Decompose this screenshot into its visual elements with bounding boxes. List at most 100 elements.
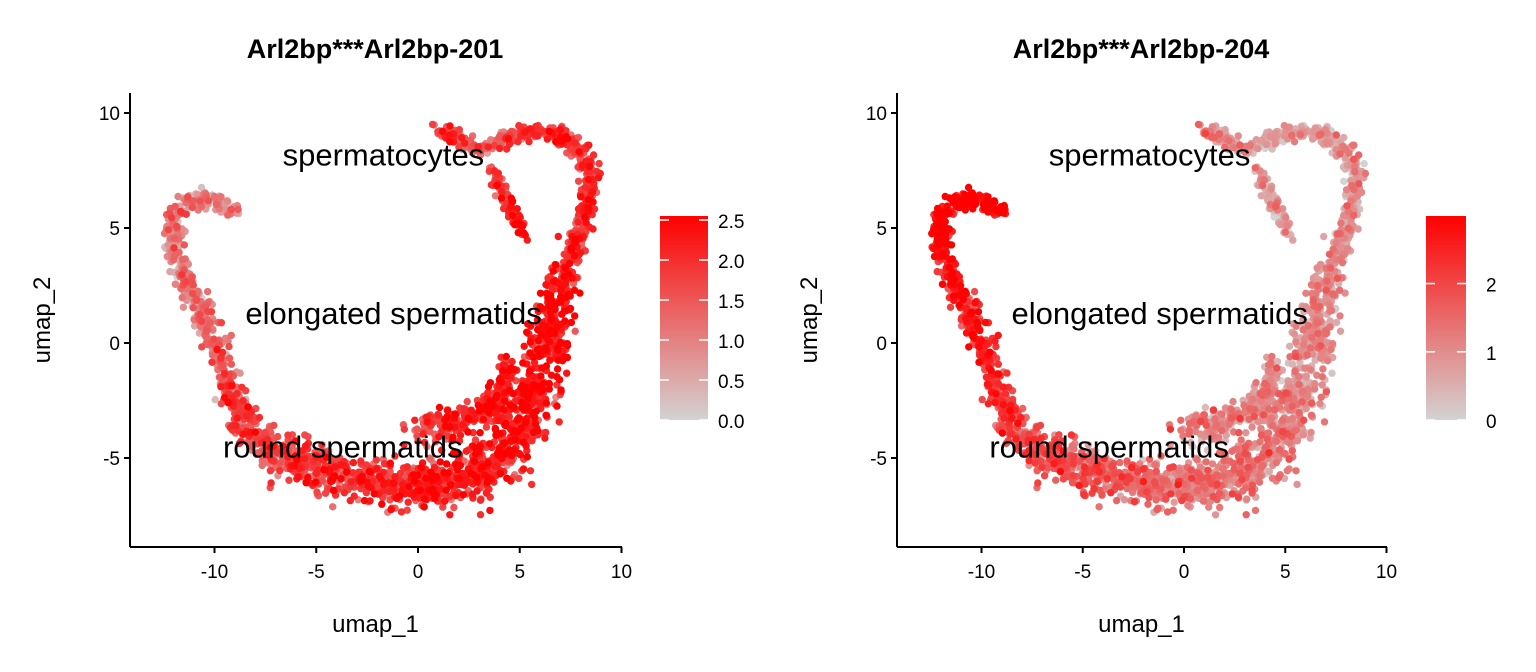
data-point	[1283, 221, 1291, 230]
data-point	[1317, 393, 1325, 401]
data-point	[1278, 416, 1287, 424]
data-point	[443, 413, 451, 421]
data-point	[482, 423, 491, 431]
data-point	[552, 261, 560, 269]
data-point	[491, 424, 499, 433]
data-point	[476, 511, 485, 519]
data-point	[520, 389, 528, 398]
data-point	[1014, 419, 1022, 427]
data-point	[549, 267, 557, 275]
data-point	[203, 287, 212, 296]
data-point	[536, 303, 544, 311]
data-point	[1242, 511, 1250, 519]
data-point	[1196, 417, 1205, 426]
data-point	[570, 139, 578, 147]
data-point	[192, 296, 201, 304]
data-point	[1080, 491, 1088, 499]
data-point	[470, 457, 479, 466]
data-point	[179, 303, 188, 311]
data-point	[446, 122, 454, 130]
data-point	[495, 133, 503, 141]
data-point	[1203, 446, 1212, 454]
data-point	[1336, 327, 1345, 335]
data-point	[227, 331, 235, 340]
data-point	[197, 183, 206, 192]
data-point	[971, 298, 979, 307]
data-point	[577, 193, 585, 201]
data-point	[178, 293, 186, 302]
data-point	[1118, 473, 1126, 481]
data-point	[552, 137, 560, 146]
data-point	[1323, 329, 1331, 337]
data-point	[426, 454, 434, 462]
data-point	[494, 416, 503, 425]
data-point	[1257, 192, 1265, 200]
data-point	[1237, 436, 1245, 444]
data-point	[1310, 385, 1319, 393]
data-point	[1273, 364, 1281, 372]
data-point	[1296, 131, 1305, 139]
data-point	[529, 373, 538, 381]
data-point	[213, 345, 221, 354]
data-point	[570, 286, 579, 294]
panel-1: Arl2bp***Arl2bp-201-10 -5 0 5 10-50510umap_1…	[29, 34, 744, 638]
data-point	[1286, 342, 1294, 350]
data-point	[1327, 306, 1336, 315]
data-point	[211, 194, 219, 202]
data-point	[975, 343, 983, 351]
data-point	[178, 255, 187, 264]
data-point	[380, 479, 389, 487]
data-point	[1248, 423, 1256, 431]
data-point	[413, 425, 421, 433]
data-point	[496, 470, 505, 478]
data-point	[467, 406, 475, 414]
data-point	[188, 289, 197, 298]
data-point	[349, 458, 358, 467]
data-point	[1292, 352, 1300, 361]
data-point	[1095, 467, 1104, 476]
data-point	[220, 369, 229, 378]
data-point	[532, 407, 540, 415]
data-point	[237, 438, 245, 446]
data-point	[224, 211, 232, 219]
data-point	[263, 435, 272, 444]
data-point	[266, 443, 274, 451]
data-point	[357, 457, 365, 465]
data-point	[534, 337, 543, 345]
data-point	[389, 479, 398, 487]
data-point	[523, 453, 531, 461]
data-point	[1228, 447, 1236, 455]
data-point	[542, 281, 550, 289]
data-points	[160, 120, 604, 519]
data-point	[218, 348, 227, 357]
data-point	[553, 402, 561, 410]
y-tick-label: 0	[109, 334, 120, 355]
data-point	[422, 474, 430, 482]
data-point	[1111, 470, 1119, 478]
data-point	[1040, 472, 1049, 480]
data-point	[1317, 130, 1325, 138]
data-point	[416, 486, 425, 495]
data-point	[517, 424, 525, 432]
data-point	[1289, 236, 1297, 244]
data-point	[1322, 388, 1331, 396]
data-point	[479, 463, 487, 471]
data-point	[1285, 455, 1293, 463]
data-point	[499, 361, 507, 369]
data-point	[1307, 428, 1315, 437]
data-point	[584, 175, 593, 184]
data-point	[290, 461, 298, 470]
data-point	[585, 141, 593, 149]
data-point	[279, 442, 287, 450]
data-point	[224, 398, 232, 407]
data-point	[248, 442, 256, 450]
data-point	[1095, 503, 1103, 511]
data-point	[1299, 431, 1308, 439]
data-point	[1275, 446, 1284, 454]
data-point	[515, 474, 523, 483]
data-point	[994, 370, 1003, 378]
data-point	[273, 448, 281, 457]
data-point	[1123, 484, 1131, 493]
data-point	[491, 462, 499, 470]
